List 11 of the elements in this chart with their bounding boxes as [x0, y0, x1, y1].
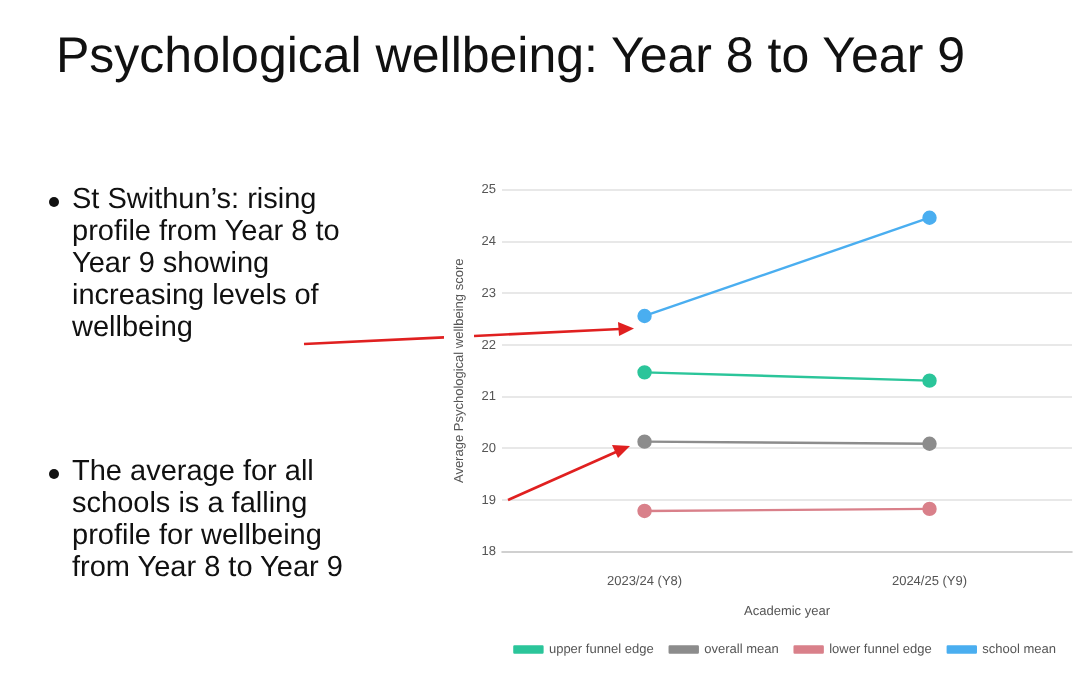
- point: [922, 373, 937, 388]
- chart-title: Psychological wellbeing: Year 8 to Year 9: [56, 28, 965, 86]
- point: [922, 436, 937, 451]
- text: The average for all schools is a falling profile for wellbeing from Year 8 to Year 9: [72, 456, 345, 584]
- point: [637, 365, 652, 380]
- point: [922, 501, 937, 517]
- point: [637, 503, 652, 519]
- point: [637, 434, 652, 449]
- point: [637, 308, 652, 324]
- point: [922, 210, 937, 225]
- text: St Swithun’s: rising profile from Year 8 to Year 9 showing increasing levels of wellbeing: [72, 184, 342, 344]
